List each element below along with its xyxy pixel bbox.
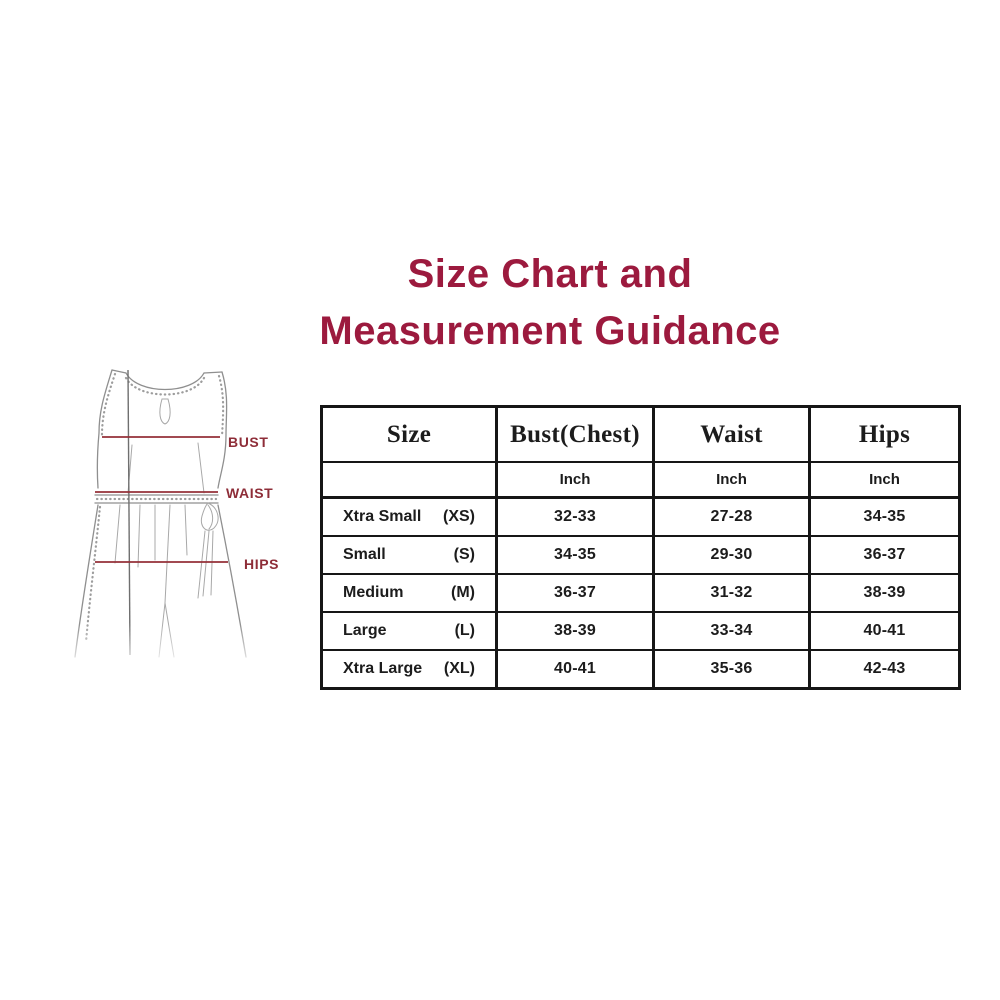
size-cell: Xtra Small (XS) xyxy=(320,496,498,537)
size-abbr: (XS) xyxy=(443,508,475,525)
size-name: Xtra Large xyxy=(343,660,423,677)
waist-value: 33-34 xyxy=(652,611,811,651)
bust-value: 40-41 xyxy=(495,649,655,690)
hips-value: 36-37 xyxy=(808,535,961,575)
waist-label: WAIST xyxy=(226,485,273,501)
waist-value: 31-32 xyxy=(652,573,811,613)
waist-value: 27-28 xyxy=(652,496,811,537)
bust-value: 34-35 xyxy=(495,535,655,575)
size-abbr: (XL) xyxy=(443,660,475,677)
table-row-s: Small (S) 34-35 29-30 36-37 xyxy=(320,535,961,575)
bust-value: 38-39 xyxy=(495,611,655,651)
unit-cell-bust: Inch xyxy=(495,461,655,499)
hips-value: 42-43 xyxy=(808,649,961,690)
page-title: Size Chart and Measurement Guidance xyxy=(300,252,800,353)
col-header-size: Size xyxy=(320,405,498,463)
col-header-bust: Bust(Chest) xyxy=(495,405,655,463)
table-row-xl: Xtra Large (XL) 40-41 35-36 42-43 xyxy=(320,649,961,690)
size-abbr: (S) xyxy=(453,546,475,563)
hips-value: 34-35 xyxy=(808,496,961,537)
hips-label: HIPS xyxy=(244,556,279,572)
size-cell: Xtra Large (XL) xyxy=(320,649,498,690)
bust-value: 32-33 xyxy=(495,496,655,537)
table-header-row: Size Bust(Chest) Waist Hips xyxy=(320,405,961,463)
waist-value: 29-30 xyxy=(652,535,811,575)
hips-value: 38-39 xyxy=(808,573,961,613)
size-name: Large xyxy=(343,622,387,639)
waist-value: 35-36 xyxy=(652,649,811,690)
dress-outline-icon xyxy=(74,369,247,658)
size-name: Small xyxy=(343,546,386,563)
table-row-m: Medium (M) 36-37 31-32 38-39 xyxy=(320,573,961,613)
table-row-l: Large (L) 38-39 33-34 40-41 xyxy=(320,611,961,651)
size-abbr: (L) xyxy=(454,622,475,639)
size-cell: Medium (M) xyxy=(320,573,498,613)
hips-value: 40-41 xyxy=(808,611,961,651)
size-name: Medium xyxy=(343,584,404,601)
unit-cell-size xyxy=(320,461,498,499)
size-name: Xtra Small xyxy=(343,508,422,525)
size-table: Size Bust(Chest) Waist Hips Inch Inch In… xyxy=(320,405,961,690)
size-cell: Small (S) xyxy=(320,535,498,575)
col-header-hips: Hips xyxy=(808,405,961,463)
size-cell: Large (L) xyxy=(320,611,498,651)
length-measure-line xyxy=(127,369,131,656)
bust-label: BUST xyxy=(228,434,269,450)
unit-row: Inch Inch Inch xyxy=(320,461,961,499)
unit-cell-waist: Inch xyxy=(652,461,811,499)
col-header-waist: Waist xyxy=(652,405,811,463)
table-row-xs: Xtra Small (XS) 32-33 27-28 34-35 xyxy=(320,496,961,537)
unit-cell-hips: Inch xyxy=(808,461,961,499)
bust-value: 36-37 xyxy=(495,573,655,613)
title-line-2: Measurement Guidance xyxy=(319,309,781,353)
title-line-1: Size Chart and xyxy=(407,252,693,296)
size-abbr: (M) xyxy=(451,584,475,601)
